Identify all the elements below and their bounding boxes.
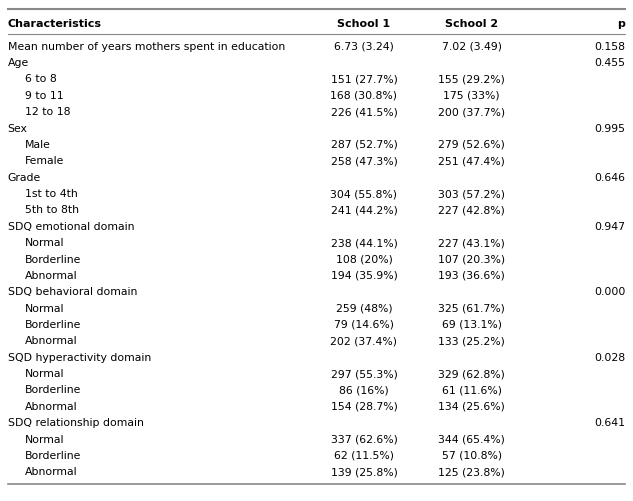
Text: Abnormal: Abnormal <box>25 336 78 346</box>
Text: 134 (25.6%): 134 (25.6%) <box>438 402 505 412</box>
Text: 304 (55.8%): 304 (55.8%) <box>330 189 398 199</box>
Text: Normal: Normal <box>25 238 65 248</box>
Text: Borderline: Borderline <box>25 320 82 330</box>
Text: Abnormal: Abnormal <box>25 402 78 412</box>
Text: Male: Male <box>25 140 51 150</box>
Text: 226 (41.5%): 226 (41.5%) <box>330 107 398 117</box>
Text: 133 (25.2%): 133 (25.2%) <box>438 336 505 346</box>
Text: p: p <box>618 19 625 29</box>
Text: 279 (52.6%): 279 (52.6%) <box>438 140 505 150</box>
Text: 0.947: 0.947 <box>594 222 625 232</box>
Text: 227 (42.8%): 227 (42.8%) <box>438 205 505 215</box>
Text: 227 (43.1%): 227 (43.1%) <box>438 238 505 248</box>
Text: 251 (47.4%): 251 (47.4%) <box>438 156 505 166</box>
Text: Normal: Normal <box>25 434 65 444</box>
Text: Abnormal: Abnormal <box>25 271 78 281</box>
Text: 151 (27.7%): 151 (27.7%) <box>330 75 398 84</box>
Text: 139 (25.8%): 139 (25.8%) <box>330 467 398 477</box>
Text: 344 (65.4%): 344 (65.4%) <box>438 434 505 444</box>
Text: 202 (37.4%): 202 (37.4%) <box>330 336 398 346</box>
Text: Female: Female <box>25 156 65 166</box>
Text: 175 (33%): 175 (33%) <box>443 91 500 101</box>
Text: 193 (36.6%): 193 (36.6%) <box>438 271 505 281</box>
Text: Borderline: Borderline <box>25 451 82 461</box>
Text: 200 (37.7%): 200 (37.7%) <box>438 107 505 117</box>
Text: Sex: Sex <box>8 124 27 134</box>
Text: 0.158: 0.158 <box>594 42 625 52</box>
Text: 6.73 (3.24): 6.73 (3.24) <box>334 42 394 52</box>
Text: SDQ behavioral domain: SDQ behavioral domain <box>8 287 137 297</box>
Text: 12 to 18: 12 to 18 <box>25 107 71 117</box>
Text: 62 (11.5%): 62 (11.5%) <box>334 451 394 461</box>
Text: 0.646: 0.646 <box>594 173 625 183</box>
Text: 0.000: 0.000 <box>594 287 625 297</box>
Text: School 2: School 2 <box>445 19 498 29</box>
Text: Borderline: Borderline <box>25 255 82 265</box>
Text: Abnormal: Abnormal <box>25 467 78 477</box>
Text: 287 (52.7%): 287 (52.7%) <box>330 140 398 150</box>
Text: 7.02 (3.49): 7.02 (3.49) <box>442 42 501 52</box>
Text: 303 (57.2%): 303 (57.2%) <box>438 189 505 199</box>
Text: 9 to 11: 9 to 11 <box>25 91 64 101</box>
Text: 259 (48%): 259 (48%) <box>335 304 392 314</box>
Text: 61 (11.6%): 61 (11.6%) <box>442 385 501 395</box>
Text: 329 (62.8%): 329 (62.8%) <box>438 369 505 379</box>
Text: School 1: School 1 <box>337 19 391 29</box>
Text: 6 to 8: 6 to 8 <box>25 75 57 84</box>
Text: 194 (35.9%): 194 (35.9%) <box>330 271 398 281</box>
Text: 57 (10.8%): 57 (10.8%) <box>442 451 501 461</box>
Text: 0.641: 0.641 <box>594 418 625 428</box>
Text: 337 (62.6%): 337 (62.6%) <box>330 434 398 444</box>
Text: 0.028: 0.028 <box>594 353 625 363</box>
Text: 86 (16%): 86 (16%) <box>339 385 389 395</box>
Text: 297 (55.3%): 297 (55.3%) <box>330 369 398 379</box>
Text: SDQ relationship domain: SDQ relationship domain <box>8 418 144 428</box>
Text: 0.995: 0.995 <box>594 124 625 134</box>
Text: Age: Age <box>8 58 29 68</box>
Text: 238 (44.1%): 238 (44.1%) <box>330 238 398 248</box>
Text: 0.455: 0.455 <box>594 58 625 68</box>
Text: 155 (29.2%): 155 (29.2%) <box>438 75 505 84</box>
Text: 1st to 4th: 1st to 4th <box>25 189 78 199</box>
Text: Borderline: Borderline <box>25 385 82 395</box>
Text: 154 (28.7%): 154 (28.7%) <box>330 402 398 412</box>
Text: Mean number of years mothers spent in education: Mean number of years mothers spent in ed… <box>8 42 285 52</box>
Text: 5th to 8th: 5th to 8th <box>25 205 79 215</box>
Text: 79 (14.6%): 79 (14.6%) <box>334 320 394 330</box>
Text: 69 (13.1%): 69 (13.1%) <box>442 320 501 330</box>
Text: 168 (30.8%): 168 (30.8%) <box>330 91 398 101</box>
Text: SQD hyperactivity domain: SQD hyperactivity domain <box>8 353 151 363</box>
Text: 241 (44.2%): 241 (44.2%) <box>330 205 398 215</box>
Text: Normal: Normal <box>25 369 65 379</box>
Text: 258 (47.3%): 258 (47.3%) <box>330 156 398 166</box>
Text: Normal: Normal <box>25 304 65 314</box>
Text: 107 (20.3%): 107 (20.3%) <box>438 255 505 265</box>
Text: SDQ emotional domain: SDQ emotional domain <box>8 222 134 232</box>
Text: 108 (20%): 108 (20%) <box>335 255 392 265</box>
Text: Characteristics: Characteristics <box>8 19 101 29</box>
Text: Grade: Grade <box>8 173 41 183</box>
Text: 125 (23.8%): 125 (23.8%) <box>438 467 505 477</box>
Text: 325 (61.7%): 325 (61.7%) <box>438 304 505 314</box>
